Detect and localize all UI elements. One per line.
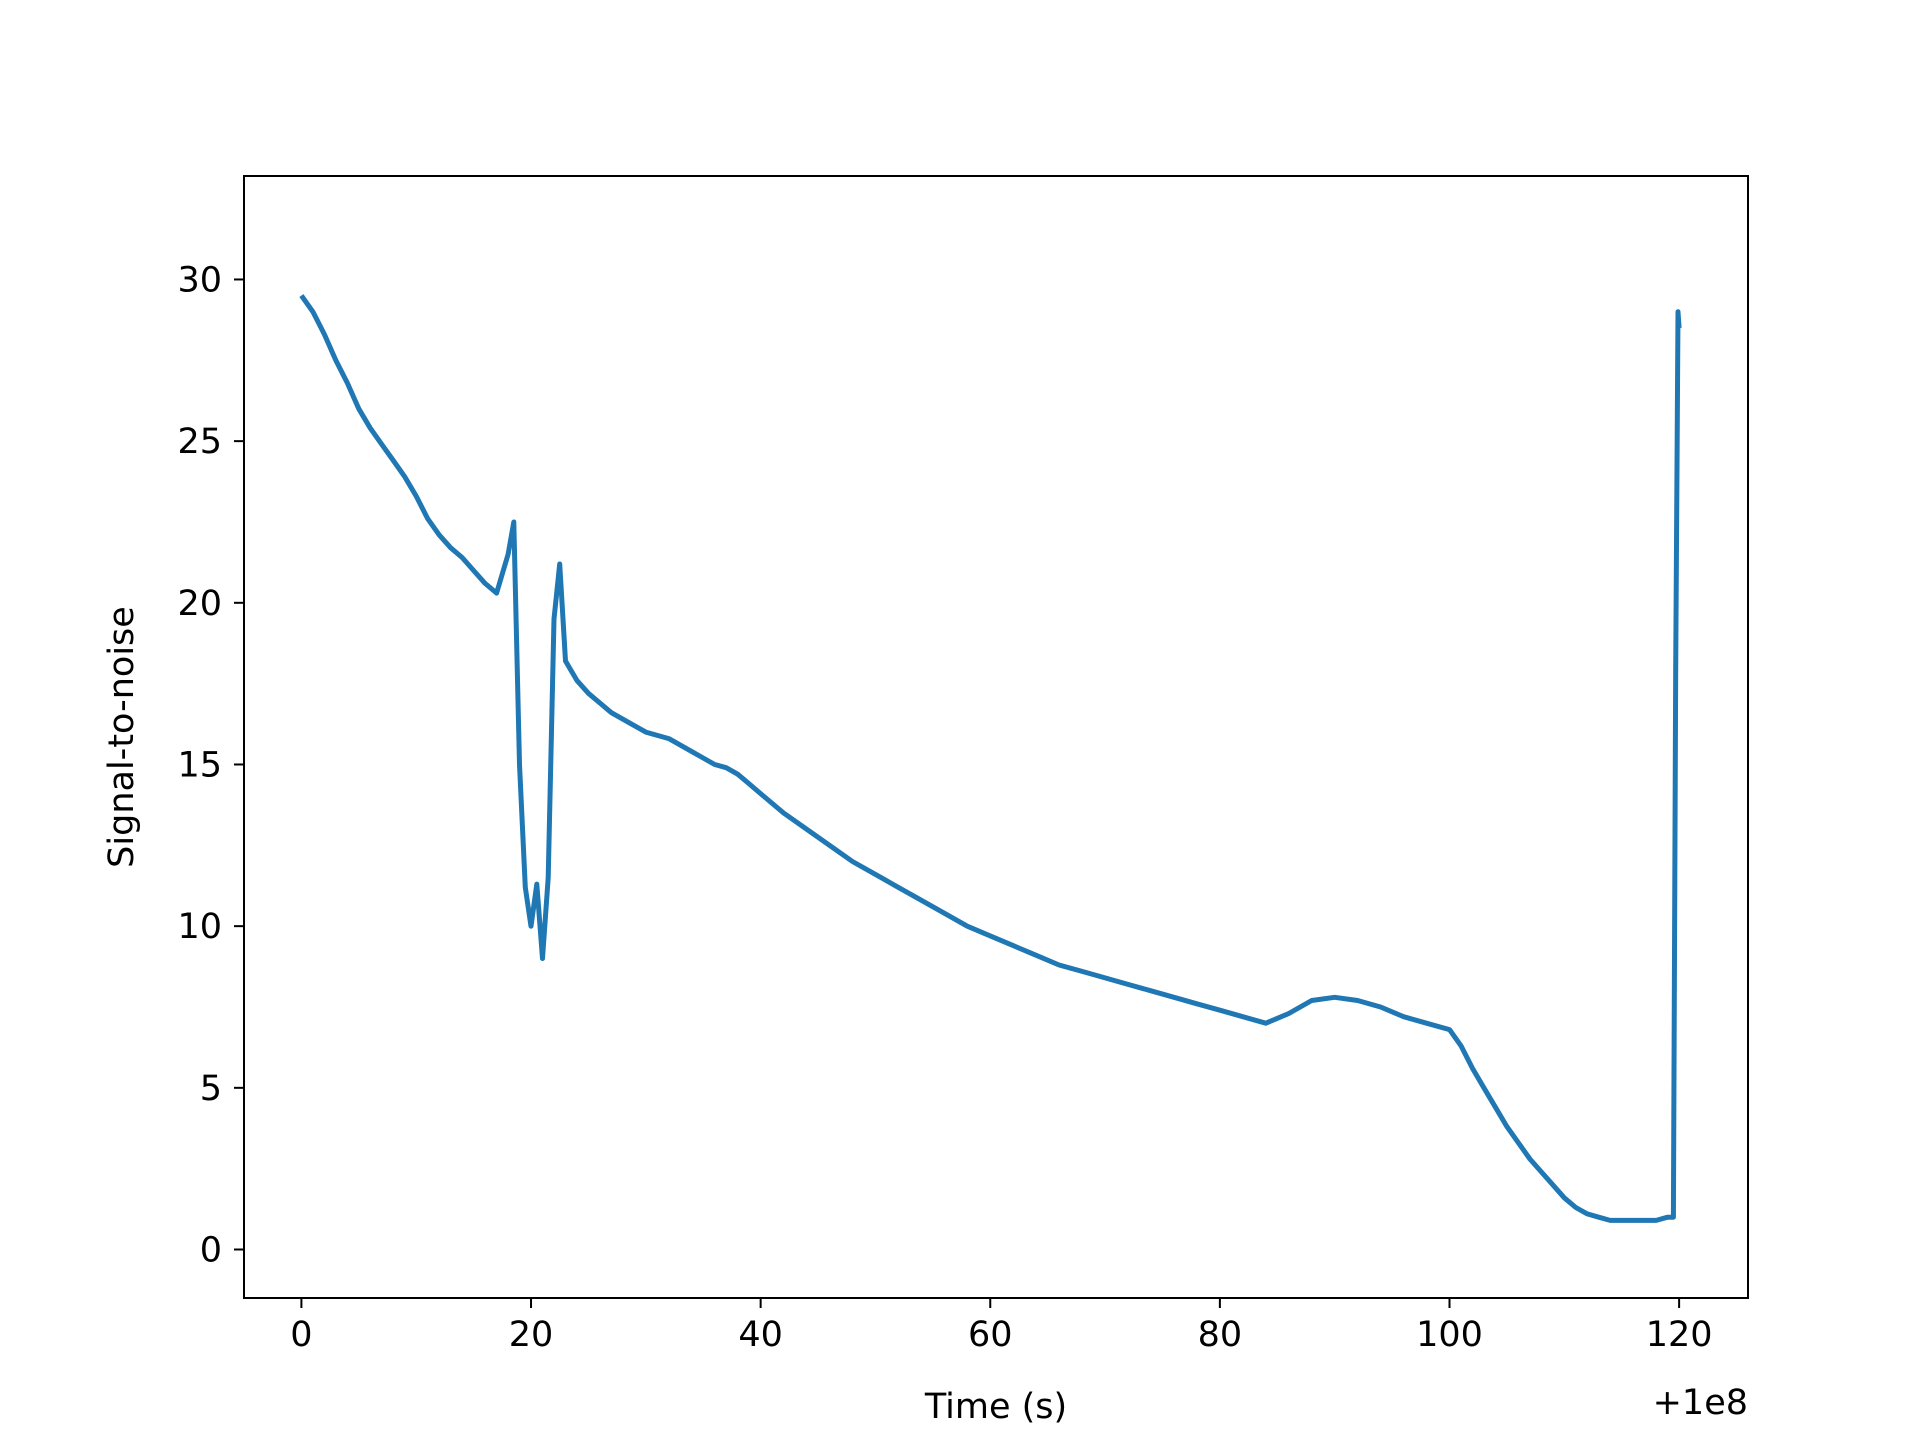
y-tick-label: 0 (200, 1230, 222, 1270)
y-axis: 0 5 10 15 20 25 30 (177, 260, 244, 1270)
y-axis-label: Signal-to-noise (102, 606, 142, 868)
x-tick-label: 100 (1416, 1315, 1483, 1355)
x-tick-label: 80 (1198, 1315, 1243, 1355)
x-tick-label: 0 (290, 1315, 312, 1355)
x-axis: 0 20 40 60 80 100 120 (290, 1298, 1713, 1355)
x-tick-label: 40 (738, 1315, 783, 1355)
x-tick-label: 60 (968, 1315, 1013, 1355)
y-tick-label: 30 (177, 260, 222, 300)
series-layer (299, 294, 1682, 1223)
y-tick-label: 5 (200, 1069, 222, 1109)
y-tick-label: 20 (177, 584, 222, 624)
x-tick-label: 20 (509, 1315, 554, 1355)
x-axis-offset-label: +1e8 (1653, 1383, 1748, 1423)
y-tick-label: 10 (177, 907, 222, 947)
plot-area-frame (243, 175, 1749, 1299)
y-tick-label: 25 (177, 422, 222, 462)
x-axis-label: Time (s) (924, 1387, 1067, 1427)
series-line-1 (299, 294, 1682, 1223)
y-tick-label: 15 (177, 745, 222, 785)
x-tick-label: 120 (1646, 1315, 1713, 1355)
